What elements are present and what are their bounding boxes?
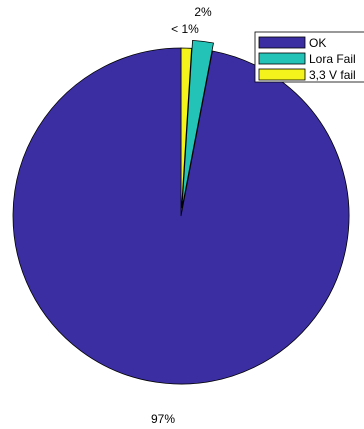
legend-label-lora-fail: Lora Fail [309, 52, 356, 66]
legend-swatch-3v3-fail [258, 68, 306, 81]
slice-labels: < 1% 2% 97% [151, 5, 212, 426]
legend-swatch-ok [258, 36, 306, 49]
legend: OK Lora Fail 3,3 V fail [254, 31, 364, 83]
legend-swatch-lora-fail [258, 52, 306, 65]
pie-slices [12, 39, 350, 385]
slice-label-ok: 97% [151, 412, 175, 426]
legend-label-ok: OK [309, 36, 326, 50]
slice-label-3-3-v-fail: < 1% [171, 22, 199, 36]
slice-label-lora-fail: 2% [194, 5, 212, 19]
pie-slice-ok [12, 47, 350, 385]
legend-label-3v3-fail: 3,3 V fail [309, 68, 356, 82]
pie-slice-lora-fail [181, 39, 214, 209]
